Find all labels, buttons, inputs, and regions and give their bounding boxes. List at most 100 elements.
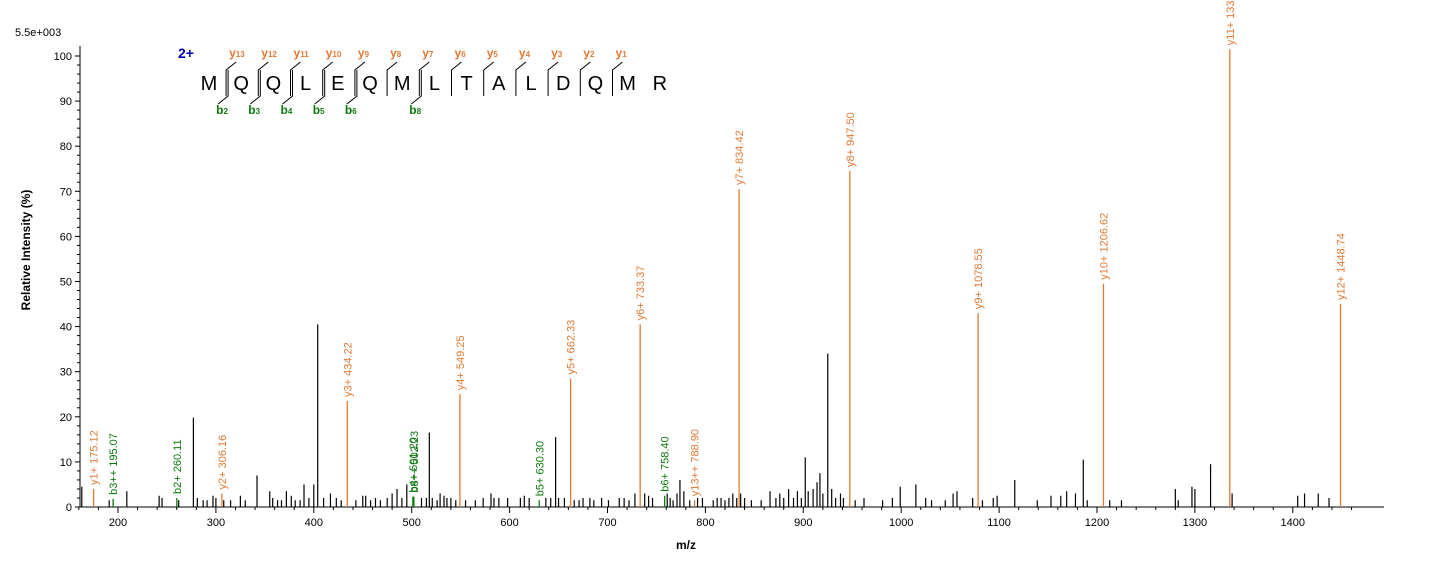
y-tick-label: 40	[60, 322, 72, 334]
y-ion-number: 13	[236, 50, 245, 59]
x-tick-label: 300	[207, 517, 225, 529]
y-ion-name: y8	[390, 46, 402, 60]
sequence-residue: M	[201, 73, 218, 95]
y-ion-bracket	[290, 61, 301, 96]
intensity-scale-label: 5.5e+003	[15, 27, 61, 39]
x-tick-label: 1200	[1085, 517, 1109, 529]
sequence-residue: D	[556, 73, 570, 95]
y-ion-number: 10	[332, 50, 341, 59]
b-ion-name: b8	[409, 103, 421, 117]
b-ion-name: b5	[313, 103, 325, 117]
sequence-residue: Q	[588, 73, 604, 95]
y-ion-number: 7	[429, 50, 434, 59]
b-ion-label: b5+ 630.30	[534, 441, 546, 496]
x-tick-label: 1400	[1281, 517, 1305, 529]
y-ion-bracket	[547, 61, 559, 96]
b-ion-name: b3	[248, 103, 260, 117]
y-ion-name: y2	[583, 46, 595, 60]
sequence-residue: L	[525, 73, 536, 95]
y-ion-bracket	[322, 61, 334, 96]
y-ion-label: y10+ 1206.62	[1098, 213, 1110, 280]
y-ion-number: 6	[461, 50, 466, 59]
y-ion-label: y1+ 175.12	[89, 430, 101, 485]
x-tick-label: 600	[500, 517, 518, 529]
b-ion-bracket	[346, 70, 358, 105]
y-ion-bracket	[579, 61, 591, 96]
axes-text: 5.5e+003 m/z Relative Intensity (%)	[15, 27, 696, 552]
y-ion-bracket	[386, 61, 398, 96]
y-ion-label: y12+ 1448.74	[1336, 233, 1348, 300]
b-ion-number: 8	[417, 107, 422, 116]
x-tick-label: 1000	[889, 517, 913, 529]
y-ion-name: y13	[229, 46, 245, 60]
b-ion-label: b6+ 758.40	[660, 436, 672, 491]
b-ion-label: b3++ 195.07	[108, 433, 120, 495]
y-ion-number: 11	[300, 50, 309, 59]
b-ion-bracket	[249, 70, 261, 105]
b-ion-number: 4	[288, 107, 293, 116]
b-ion-number: 3	[256, 107, 261, 116]
y-ion-bracket	[225, 61, 237, 96]
b-ion-name: b6	[345, 103, 357, 117]
y-tick-label: 20	[60, 412, 72, 424]
y-ion-name: y4	[519, 46, 531, 60]
y-ion-label: y5+ 662.33	[566, 320, 578, 375]
b-ion-label: b4+ 501.20	[408, 437, 420, 492]
b-ion-name: b2	[216, 103, 228, 117]
sequence-residue: R	[653, 73, 667, 95]
b-ion-bracket	[410, 70, 422, 105]
y-ion-name: y9	[358, 46, 370, 60]
y-ion-name: y7	[422, 46, 434, 60]
y-ion-label: y9+ 1078.55	[973, 248, 985, 309]
b-ion-label: b2+ 260.11	[172, 439, 184, 494]
b-ion-bracket	[217, 70, 229, 105]
sequence-residue: E	[331, 73, 344, 95]
y-ion-bracket	[354, 61, 366, 96]
y-tick-label: 50	[60, 277, 72, 289]
sequence-residue: M	[394, 73, 411, 95]
y-ion-bracket	[612, 61, 623, 96]
sequence-residue: M	[619, 73, 636, 95]
y-ion-number: 4	[526, 50, 531, 59]
y-ion-label: y3+ 434.22	[342, 342, 354, 397]
b-ion-name: b4	[281, 103, 293, 117]
y-tick-label: 60	[60, 231, 72, 243]
x-axis-title: m/z	[676, 538, 696, 552]
y-ion-number: 2	[590, 50, 595, 59]
y-ion-label: y6+ 733.37	[635, 266, 647, 321]
y-ion-name: y12	[261, 46, 277, 60]
sequence-residue: Q	[266, 73, 282, 95]
y-tick-label: 0	[66, 502, 72, 514]
y-ion-name: y1	[616, 46, 628, 60]
y-ion-number: 8	[397, 50, 402, 59]
b-ion-number: 6	[352, 107, 357, 116]
y-tick-label: 70	[60, 186, 72, 198]
sequence-residue: A	[492, 73, 506, 95]
y-ion-label: y11+ 1335.66	[1225, 0, 1237, 45]
y-ion-label: y2+ 306.16	[217, 435, 229, 490]
y-ion-label: y4+ 549.25	[455, 336, 467, 391]
peak-layer	[81, 49, 1342, 507]
y-ion-number: 12	[268, 50, 277, 59]
peak-label-layer: y1+ 175.12 b3++ 195.07 b2+ 260.11 y2+ 306.1…	[89, 0, 1348, 496]
x-tick-label: 200	[109, 517, 127, 529]
sequence-residue: Q	[362, 73, 378, 95]
y-ion-number: 5	[493, 50, 498, 59]
sequence-residue: L	[300, 73, 311, 95]
y-axis-title: Relative Intensity (%)	[19, 190, 33, 311]
y-ion-number: 3	[558, 50, 563, 59]
y-tick-label: 10	[60, 457, 72, 469]
y-ion-label: y8+ 947.50	[845, 112, 857, 167]
sequence-residue: Q	[233, 73, 249, 95]
y-tick-label: 80	[60, 141, 72, 153]
y-ion-label: y7+ 834.42	[734, 130, 746, 185]
b-ion-bracket	[282, 70, 293, 105]
y-ion-bracket	[418, 61, 430, 96]
b-ion-bracket	[314, 70, 326, 105]
y-ion-bracket	[257, 61, 269, 96]
y-ion-bracket	[515, 61, 527, 96]
x-tick-label: 700	[598, 517, 616, 529]
sequence-residue: L	[429, 73, 440, 95]
